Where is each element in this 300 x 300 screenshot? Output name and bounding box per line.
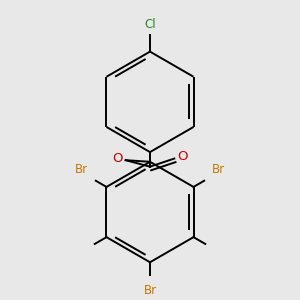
- Text: Cl: Cl: [144, 18, 156, 31]
- Text: Br: Br: [75, 163, 88, 176]
- Text: Br: Br: [143, 284, 157, 297]
- Text: Br: Br: [212, 163, 225, 176]
- Text: O: O: [112, 152, 123, 165]
- Text: O: O: [177, 150, 188, 164]
